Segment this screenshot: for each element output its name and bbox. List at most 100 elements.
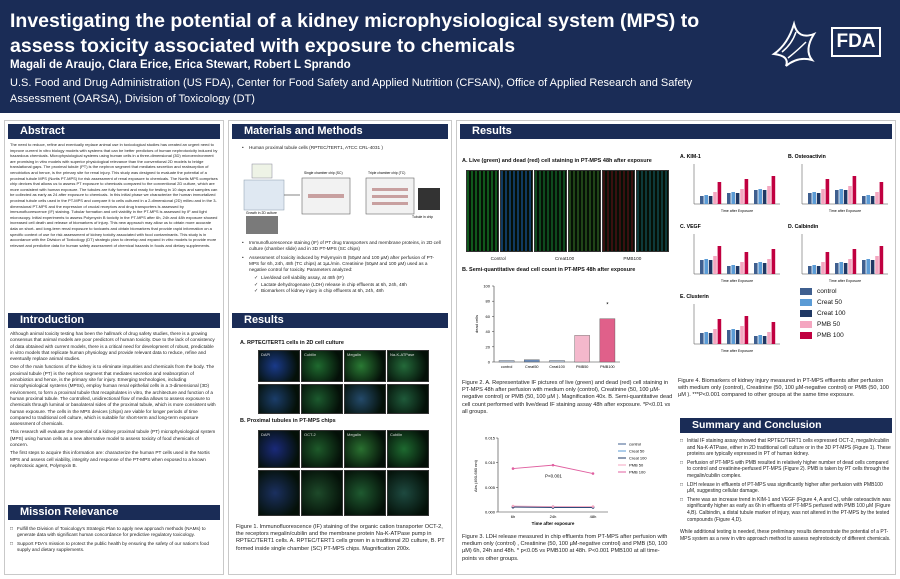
- biomarker-bar: [704, 332, 708, 344]
- if-image-label: Megalin: [347, 432, 362, 437]
- biomarker-bar: [758, 335, 762, 344]
- biomarker-bar: [812, 265, 816, 274]
- biomarker-bar: [821, 262, 825, 274]
- methods-bullet-1: Human proximal tubule cells (RPTEC/TERT1…: [242, 145, 442, 152]
- biomarker-bar: [731, 265, 735, 274]
- biomarker-bar: [754, 263, 758, 274]
- live-dead-label-pmb: PMB100: [623, 256, 642, 261]
- methods-check-1: Live/dead cell viability assay, at 48h (…: [254, 275, 444, 282]
- middle-column: [228, 120, 452, 575]
- biomarker-bar: [848, 259, 852, 274]
- left-column: [4, 120, 224, 575]
- biomarker-bar: [731, 329, 735, 344]
- intro-paragraph-1: Although animal toxicity testing has bee…: [10, 331, 215, 362]
- legend-swatch: [800, 332, 812, 339]
- biomarker-bar: [762, 190, 767, 204]
- introduction-heading: Introduction: [8, 313, 220, 328]
- biomarker-bar: [762, 263, 767, 274]
- series-point: [551, 463, 555, 467]
- right-column: [456, 120, 896, 575]
- live-dead-labels: Control Creat100 PMB100: [466, 256, 666, 262]
- if-image: [387, 470, 429, 516]
- live-dead-label-control: Control: [490, 256, 506, 261]
- bar: [549, 360, 565, 363]
- biomarker-bar: [754, 336, 758, 344]
- diagram-label-tubule: Tubule in chip: [412, 215, 433, 219]
- diagram-label-sc: Single chamber chip (SC): [304, 171, 343, 175]
- series-point: [591, 472, 595, 475]
- biomarker-bar: [735, 266, 740, 274]
- biomarker-bar: [843, 190, 848, 204]
- y-axis-label: Abs (490-680 nm): [473, 459, 478, 492]
- mission-item: Fulfill the Division of Toxicology's Str…: [10, 526, 218, 539]
- y-tick-label: 20: [486, 344, 491, 349]
- biomarker-bar: [825, 179, 830, 204]
- biomarker-bar: [758, 262, 762, 274]
- intro-paragraph-2: One of the main functions of the kidney …: [10, 364, 216, 427]
- figure4-caption: Figure 4. Biomarkers of kidney injury me…: [678, 378, 889, 399]
- if-image: [301, 384, 343, 414]
- x-tick-label: 24h: [550, 514, 557, 519]
- biomarker-bar: [866, 259, 870, 274]
- figure3-caption: Figure 3. LDH release measured in chip e…: [462, 534, 668, 562]
- y-tick-label: 100: [483, 284, 490, 289]
- biomarker-panel-title: B. Osteoactivin: [788, 154, 826, 160]
- if-image: [301, 470, 343, 516]
- biomarker-bar: [700, 333, 704, 344]
- legend-label: Creat 50: [817, 299, 842, 306]
- biomarker-bar: [812, 192, 816, 204]
- biomarker-bar: [735, 330, 740, 344]
- methods-heading: Materials and Methods: [232, 124, 448, 139]
- biomarker-bar: [744, 179, 749, 204]
- biomarker-bar: [767, 259, 771, 274]
- x-tick-label: 6h: [511, 514, 515, 519]
- legend-item: PMB 50: [800, 319, 890, 330]
- if-image-label: Cubilin: [304, 352, 317, 357]
- biomarker-bar: [862, 196, 866, 204]
- biomarker-panel-title: C. VEGF: [680, 224, 701, 230]
- biomarker-bar: [713, 256, 717, 274]
- x-tick-label: PMB100: [600, 365, 615, 369]
- biomarker-bar: [708, 196, 713, 204]
- mission-item: Support FDA's mission to protect the pub…: [10, 541, 218, 554]
- summary-item: There was an increase trend in KIM-1 and…: [680, 497, 892, 523]
- biomarker-panel-title: D. Calbindin: [788, 224, 818, 230]
- biomarker-bar: [740, 189, 744, 204]
- diagram-label-tc: Triple chamber chip (TC): [368, 171, 405, 175]
- biomarker-bar: [875, 192, 879, 204]
- legend-swatch: [800, 321, 812, 328]
- biomarker-bar: [704, 195, 708, 204]
- x-tick-label: 48h: [590, 514, 597, 519]
- if-image-label: OCT-2: [304, 432, 316, 437]
- biomarker-bar: [727, 193, 731, 204]
- abstract-heading: Abstract: [8, 124, 220, 139]
- affiliation: U.S. Food and Drug Administration (US FD…: [10, 77, 693, 105]
- biomarker-charts: A. KIM-1 Time after Exposure B. Osteoactiv…: [680, 154, 888, 353]
- biomarker-bar: [731, 192, 735, 204]
- biomarker-bar: [713, 192, 717, 204]
- live-dead-image: [602, 170, 635, 252]
- biomarker-bar: [835, 190, 839, 204]
- biomarker-bar: [717, 319, 722, 344]
- biomarker-bar: [848, 186, 852, 204]
- significance-mark: *: [606, 303, 609, 309]
- y-tick-label: 0.015: [485, 436, 496, 441]
- legend-item: PMB 100: [800, 330, 890, 341]
- bar: [599, 318, 616, 363]
- if-image: Na-K-ATPase: [387, 350, 429, 382]
- methods-check-2: Lactate dehydrogenase (LDH) release in c…: [254, 282, 444, 289]
- results-right-heading: Results: [460, 124, 892, 139]
- biomarker-bar: [700, 260, 704, 274]
- if-image-label: Cubilin: [390, 432, 403, 437]
- series-point: [511, 504, 515, 508]
- header-banner: Investigating the potential of a kidney …: [0, 0, 900, 113]
- legend-item: control: [800, 286, 890, 297]
- legend-label: control: [817, 288, 837, 295]
- biomarker-bar: [821, 189, 825, 204]
- mission-heading: Mission Relevance: [8, 505, 220, 520]
- methods-check-3: Biomarkers of kidney injury in chip effl…: [254, 288, 444, 295]
- x-tick-label: control: [501, 365, 513, 369]
- biomarker-bar: [740, 326, 744, 344]
- biomarker-bar: [727, 330, 731, 344]
- biomarker-bar: [713, 329, 717, 344]
